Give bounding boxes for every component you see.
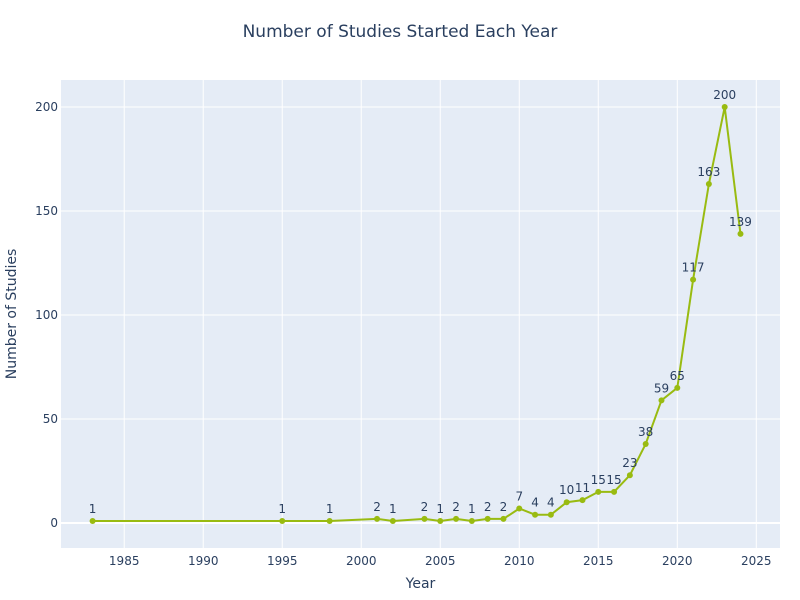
- chart-title: Number of Studies Started Each Year: [242, 22, 558, 42]
- data-point: [690, 276, 697, 283]
- data-point: [453, 515, 460, 522]
- data-label: 1: [389, 502, 397, 516]
- data-label: 2: [452, 500, 460, 514]
- grid-lines: [61, 80, 780, 548]
- x-tick-label: 2020: [662, 554, 693, 568]
- x-axis-ticks: 1985 1990 1995 2000 2005 2010 2015 2020 2025: [109, 554, 772, 568]
- x-tick-label: 1990: [188, 554, 219, 568]
- data-point: [484, 515, 491, 522]
- data-label: 4: [531, 496, 539, 510]
- x-tick-label: 2010: [504, 554, 535, 568]
- data-label: 139: [729, 215, 752, 229]
- data-label: 65: [670, 369, 685, 383]
- data-point: [500, 515, 507, 522]
- data-point: [468, 517, 475, 524]
- plot-area: [61, 80, 780, 548]
- data-point: [626, 472, 633, 479]
- data-point: [389, 517, 396, 524]
- data-point: [374, 515, 381, 522]
- data-label: 59: [654, 381, 669, 395]
- y-tick-label: 100: [35, 308, 58, 322]
- data-point: [421, 515, 428, 522]
- data-point: [326, 517, 333, 524]
- data-label: 1: [278, 502, 286, 516]
- data-point: [611, 488, 618, 495]
- y-axis-title: Number of Studies: [4, 249, 20, 380]
- data-label: 1: [436, 502, 444, 516]
- data-point: [642, 441, 649, 447]
- data-point: [595, 488, 602, 495]
- data-point: [721, 104, 728, 111]
- data-label: 15: [606, 473, 621, 487]
- data-point: [89, 517, 96, 524]
- data-label: 23: [622, 456, 637, 470]
- data-label: 10: [559, 483, 574, 497]
- data-point: [516, 505, 523, 512]
- x-tick-label: 2015: [583, 554, 614, 568]
- data-label: 15: [591, 473, 606, 487]
- data-label: 2: [373, 500, 381, 514]
- x-tick-label: 2005: [425, 554, 456, 568]
- x-tick-label: 1995: [267, 554, 298, 568]
- data-points: [89, 104, 744, 524]
- data-label: 2: [500, 500, 508, 514]
- data-point: [658, 397, 665, 404]
- y-tick-label: 0: [50, 516, 58, 530]
- data-label: 1: [89, 502, 97, 516]
- data-label: 163: [697, 165, 720, 179]
- data-label: 4: [547, 496, 555, 510]
- series-line: [92, 106, 742, 522]
- y-tick-label: 50: [43, 412, 58, 426]
- y-tick-label: 200: [35, 100, 58, 114]
- data-label: 200: [713, 88, 736, 102]
- data-point: [532, 511, 539, 518]
- data-label: 117: [682, 261, 705, 275]
- data-point: [737, 230, 744, 237]
- data-label: 7: [515, 489, 523, 503]
- data-label: 38: [638, 425, 653, 439]
- data-point: [547, 511, 554, 518]
- data-label: 2: [484, 500, 492, 514]
- data-point: [437, 517, 444, 524]
- data-label: 1: [468, 502, 476, 516]
- x-axis-title: Year: [405, 576, 436, 592]
- data-label: 2: [421, 500, 429, 514]
- y-tick-label: 150: [35, 204, 58, 218]
- data-point: [705, 181, 712, 187]
- x-tick-label: 2000: [346, 554, 377, 568]
- data-point: [563, 499, 570, 506]
- data-point: [674, 384, 681, 391]
- data-label: 11: [575, 481, 590, 495]
- data-point: [279, 517, 286, 524]
- x-tick-label: 1985: [109, 554, 140, 568]
- data-point: [579, 497, 586, 504]
- data-label: 1: [326, 502, 334, 516]
- y-axis-ticks: 0 50 100 150 200: [35, 100, 58, 530]
- x-tick-label: 2025: [741, 554, 772, 568]
